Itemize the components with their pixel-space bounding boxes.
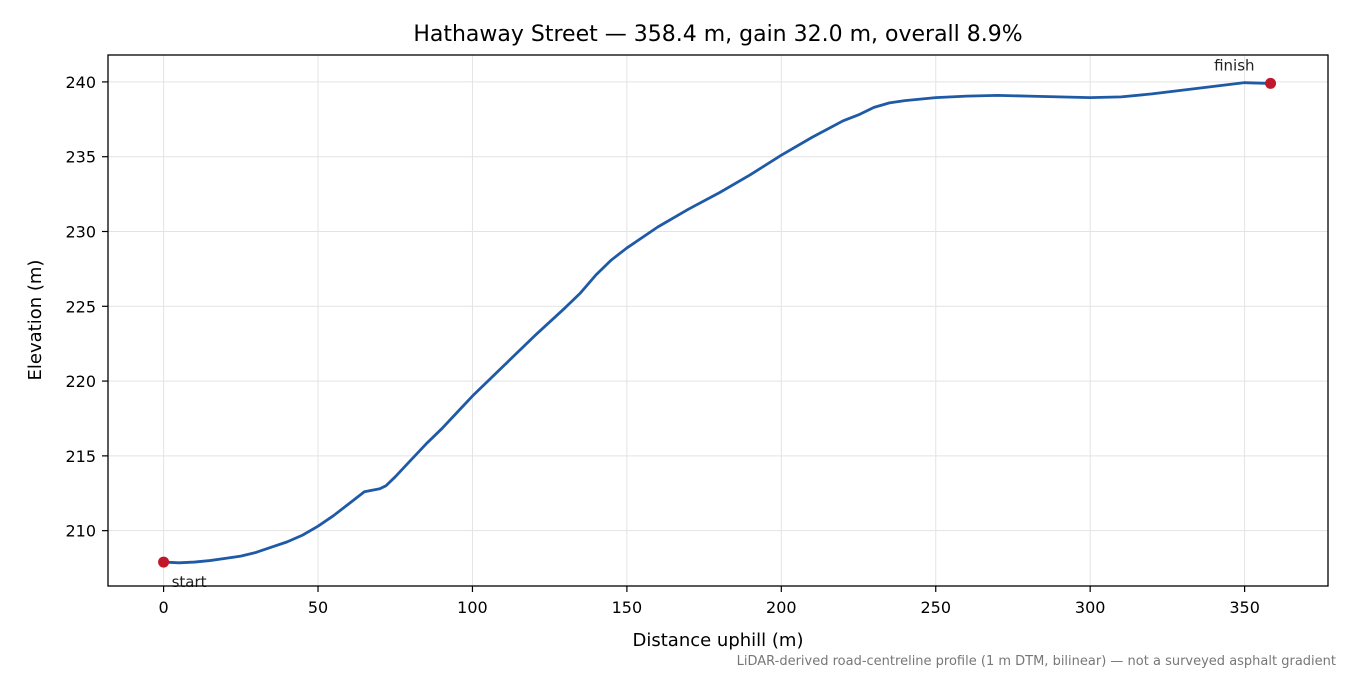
tick-layer: 0 50 100 150 200 250 300 350 210 215 220 225 230 235 2… xyxy=(65,73,1259,617)
y-tick-label: 220 xyxy=(65,372,96,391)
y-tick-label: 235 xyxy=(65,148,96,167)
x-tick-label: 350 xyxy=(1229,598,1260,617)
x-tick-label: 200 xyxy=(766,598,797,617)
annotation-finish: finish xyxy=(1214,56,1254,74)
x-tick-label: 0 xyxy=(159,598,169,617)
y-tick-label: 225 xyxy=(65,297,96,316)
endpoint-marker-finish xyxy=(1265,77,1277,89)
chart-title: Hathaway Street — 358.4 m, gain 32.0 m, … xyxy=(413,22,1022,47)
plot-frame xyxy=(107,54,1329,587)
elevation-profile-line xyxy=(162,81,1272,565)
x-axis-label: Distance uphill (m) xyxy=(633,630,804,651)
y-tick-label: 210 xyxy=(65,522,96,541)
annotation-start: start xyxy=(172,573,207,591)
x-tick-label: 100 xyxy=(457,598,488,617)
line-layer xyxy=(162,81,1272,565)
endpoint-marker-start xyxy=(158,556,170,568)
x-tick-label: 250 xyxy=(920,598,951,617)
y-axis-label: Elevation (m) xyxy=(25,260,46,381)
chart-footnote: LiDAR-derived road-centreline profile (1… xyxy=(737,654,1336,669)
x-tick-label: 50 xyxy=(308,598,328,617)
y-tick-label: 215 xyxy=(65,447,96,466)
y-tick-label: 240 xyxy=(65,73,96,92)
x-tick-label: 150 xyxy=(612,598,643,617)
y-tick-label: 230 xyxy=(65,223,96,242)
x-tick-label: 300 xyxy=(1075,598,1106,617)
